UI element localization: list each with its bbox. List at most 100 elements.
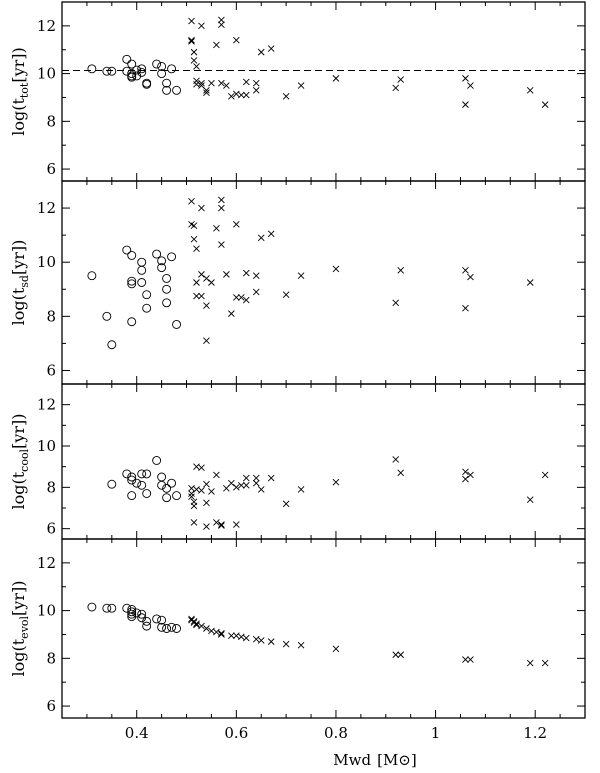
data-point-cross	[237, 633, 245, 641]
data-point-cross	[223, 271, 230, 278]
data-point-circle	[132, 478, 142, 488]
data-point-circle	[157, 622, 167, 632]
data-point-cross	[297, 272, 305, 280]
data-point-circle	[127, 472, 137, 482]
data-point-cross	[252, 86, 260, 94]
y-axis-label-sd: log(tsd[yr])	[9, 240, 31, 326]
data-point-cross	[397, 267, 405, 274]
data-point-cross	[233, 36, 240, 44]
y-axis-label-evol: log(tevol[yr])	[9, 581, 31, 677]
data-point-cross	[193, 279, 200, 286]
data-point-circle	[107, 603, 117, 613]
data-point-cross	[198, 271, 205, 278]
data-point-circle	[157, 480, 167, 490]
data-point-cross	[252, 272, 260, 280]
panels-group: 6 8 10 12 log(ttot[yr]) 6 8 10 12 log(tsd[yr]) 6 8 1…	[9, 1, 586, 719]
y-tick-label: 12	[37, 17, 56, 35]
data-point-cross	[190, 48, 198, 56]
data-point-cross	[193, 292, 200, 300]
data-point-cross	[297, 82, 305, 89]
data-point-circle	[137, 64, 147, 74]
data-point-cross	[203, 86, 210, 94]
data-point-cross	[218, 196, 225, 204]
data-point-circle	[162, 493, 172, 503]
data-point-cross	[541, 101, 549, 108]
data-point-circle	[132, 65, 142, 75]
data-point-cross	[267, 638, 275, 645]
data-point-cross	[267, 45, 275, 52]
data-point-circle	[157, 256, 167, 266]
data-point-cross	[193, 245, 200, 252]
data-point-cross	[332, 75, 340, 82]
data-point-cross	[188, 485, 195, 492]
data-point-cross	[526, 496, 534, 504]
data-point-cross	[208, 488, 215, 495]
data-point-cross	[467, 82, 474, 89]
data-point-cross	[203, 89, 210, 97]
y-tick-label: 8	[46, 649, 56, 667]
data-point-circle	[157, 69, 167, 79]
y-tick-label: 10	[37, 437, 56, 455]
data-point-circle	[152, 249, 162, 259]
data-point-circle	[127, 475, 137, 485]
y-tick-label: 10	[37, 65, 56, 83]
data-point-cross	[203, 625, 210, 632]
data-point-cross	[257, 48, 265, 56]
panel-sd: 6 8 10 12 log(tsd[yr])	[9, 180, 586, 385]
data-point-circle	[162, 298, 172, 308]
data-point-circle	[132, 608, 142, 618]
data-point-cross	[392, 651, 400, 659]
data-point-cross	[198, 487, 205, 494]
data-point-circle	[172, 320, 182, 329]
data-point-cross	[228, 310, 235, 317]
data-point-circle	[127, 607, 137, 617]
data-point-circle	[162, 624, 172, 633]
x-axis-label: Mwd [M⊙]	[333, 751, 416, 769]
data-point-circle	[127, 250, 137, 260]
y-tick-label: 12	[37, 199, 56, 217]
y-axis-label-cool: log(tcool[yr])	[9, 413, 31, 509]
data-point-cross	[242, 78, 250, 86]
data-point-cross	[203, 302, 210, 309]
data-point-cross	[526, 86, 534, 94]
data-point-cross	[188, 197, 195, 205]
data-point-cross	[252, 288, 260, 296]
data-point-cross	[397, 76, 405, 83]
data-point-cross	[218, 631, 225, 638]
data-point-cross	[252, 479, 260, 487]
panel-frame-sd	[61, 180, 586, 385]
data-point-cross	[203, 499, 210, 507]
data-point-cross	[198, 622, 205, 630]
x-tick-label: 0.6	[224, 724, 248, 742]
data-point-circle	[87, 271, 97, 281]
data-point-circle	[127, 491, 137, 501]
data-point-cross	[188, 490, 195, 497]
data-point-cross	[190, 235, 198, 243]
data-point-circle	[157, 472, 167, 482]
data-point-cross	[218, 521, 225, 528]
data-point-cross	[242, 91, 250, 99]
data-point-circle	[137, 480, 147, 490]
data-point-cross	[188, 36, 195, 44]
data-point-circle	[102, 311, 112, 321]
data-point-circle	[162, 483, 172, 493]
data-point-cross	[218, 241, 225, 248]
data-point-circle	[127, 72, 137, 82]
data-point-cross	[242, 474, 250, 482]
data-point-cross	[397, 651, 405, 659]
data-point-cross	[233, 632, 240, 639]
data-point-circle	[172, 85, 182, 95]
data-point-cross	[267, 474, 275, 482]
data-point-cross	[467, 471, 474, 479]
data-point-circle	[167, 478, 177, 488]
data-point-cross	[462, 101, 469, 108]
data-point-cross	[193, 81, 200, 88]
data-point-circle	[162, 284, 172, 294]
data-point-cross	[462, 304, 469, 312]
data-point-circle	[127, 279, 137, 289]
data-point-circle	[122, 469, 132, 479]
data-point-cross	[198, 22, 205, 30]
data-point-cross	[541, 659, 549, 667]
data-point-cross	[332, 478, 340, 486]
x-tick-label: 1	[431, 724, 441, 742]
